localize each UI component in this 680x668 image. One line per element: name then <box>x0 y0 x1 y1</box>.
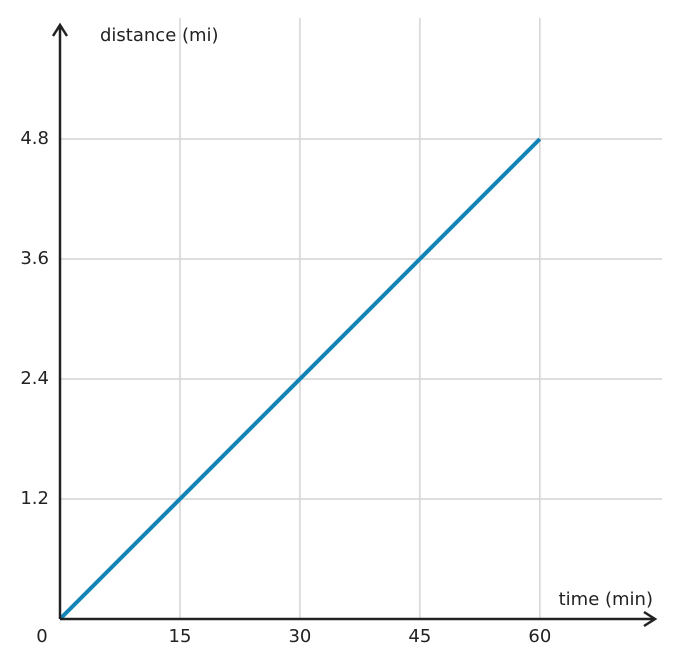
plot <box>58 137 542 621</box>
x-tick-label: 0 <box>36 626 47 647</box>
grid <box>60 18 662 619</box>
x-axis <box>60 610 658 628</box>
x-tick-label: 15 <box>169 626 192 647</box>
y-tick-label: 1.2 <box>20 488 49 509</box>
line <box>58 137 542 621</box>
y-tick-label: 3.6 <box>20 248 49 269</box>
x-tick-label: 45 <box>408 626 431 647</box>
y-axis <box>51 22 69 619</box>
y-axis-label: distance (mi) <box>100 25 219 46</box>
x-tick-label: 60 <box>528 626 551 647</box>
y-tick-label: 4.8 <box>20 128 49 149</box>
x-axis-label: time (min) <box>559 589 653 610</box>
x-tick-label: 30 <box>288 626 311 647</box>
y-tick-label: 2.4 <box>20 368 49 389</box>
